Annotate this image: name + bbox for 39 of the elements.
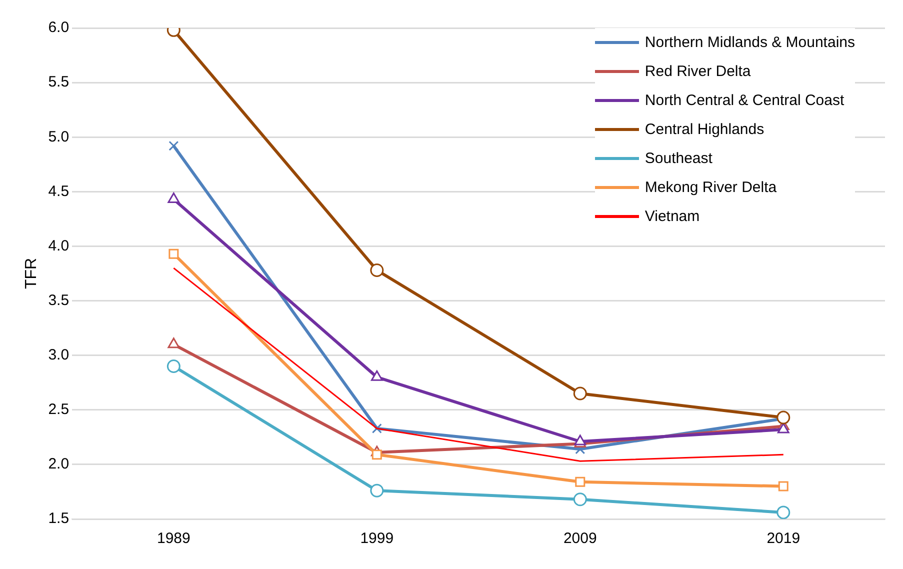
point [168, 140, 179, 151]
x-tick-label: 2009 [563, 530, 597, 548]
legend-label: Vietnam [644, 208, 700, 225]
y-axis-title: TFR [23, 258, 40, 290]
x-tick-label: 1999 [360, 530, 394, 548]
point [166, 359, 180, 373]
legend-label: Northern Midlands & Mountains [644, 34, 855, 51]
y-tick-label: 5.5 [48, 74, 70, 91]
point [372, 423, 382, 434]
y-tick-label: 2.5 [48, 401, 70, 418]
legend-label: Southeast [644, 150, 712, 167]
point [168, 248, 179, 259]
y-tick-label: 4.0 [48, 237, 70, 254]
point [168, 192, 180, 204]
point [370, 484, 384, 498]
point [776, 410, 790, 424]
y-tick-label: 2.0 [48, 456, 70, 473]
x-tick-label: 1989 [156, 530, 190, 548]
y-tick-label: 1.5 [48, 510, 70, 528]
y-tick-label: 6.0 [48, 19, 70, 36]
y-tick-label: 5.0 [48, 128, 70, 146]
point [776, 506, 790, 519]
legend-label: Central Highlands [644, 121, 764, 138]
legend-label: Red River Delta [644, 63, 751, 80]
point [370, 370, 383, 381]
y-tick-label: 3.5 [48, 292, 70, 309]
point [778, 481, 788, 492]
point [777, 422, 790, 434]
point [372, 450, 382, 460]
point [573, 492, 587, 506]
y-tick-label: 3.0 [48, 346, 70, 364]
x-tick-label: 2019 [766, 530, 800, 548]
point [575, 476, 586, 487]
legend-label: Mekong River Delta [644, 179, 777, 196]
legend-label: North Central & Central Coast [644, 92, 844, 109]
y-tick-label: 4.5 [48, 182, 70, 200]
point [168, 338, 180, 348]
point [573, 386, 587, 400]
point [370, 263, 384, 277]
